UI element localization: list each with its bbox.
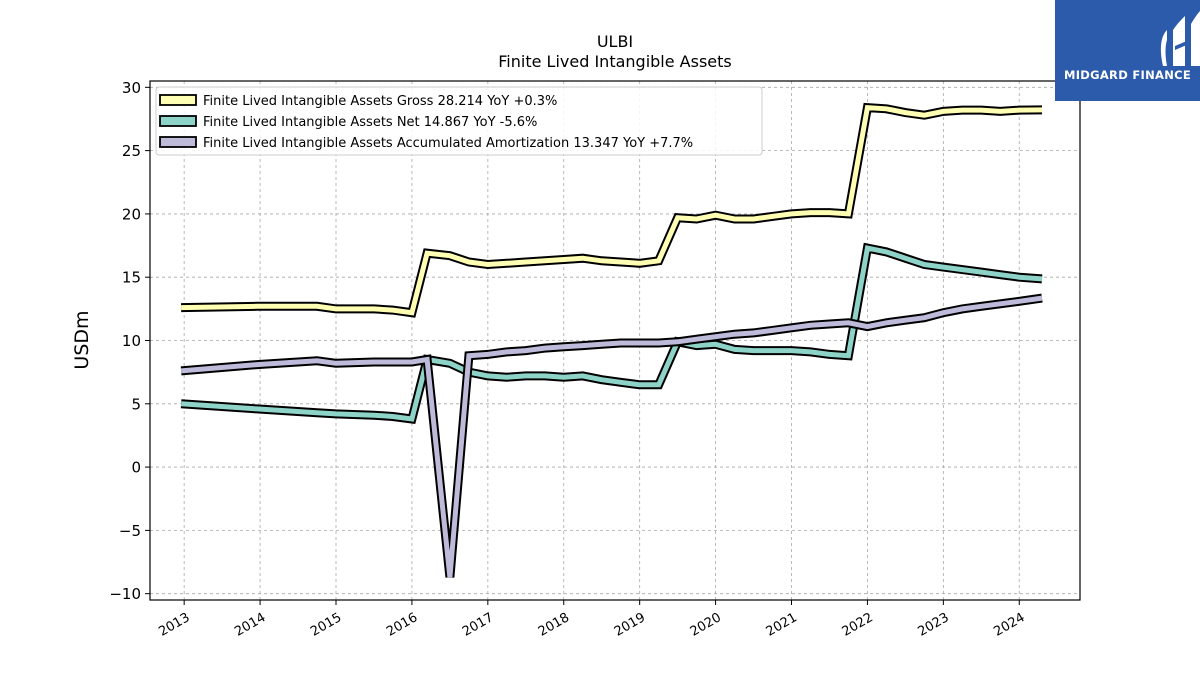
legend: Finite Lived Intangible Assets Gross 28.…	[155, 86, 763, 156]
y-tick-label: 15	[122, 269, 141, 287]
axis-ticks: −10 −5 0 5 10 15 20 25 30 2013 2014 2015 2016 2017 201…	[109, 79, 1027, 640]
legend-swatch	[159, 94, 197, 106]
y-tick-label: 30	[122, 79, 141, 97]
series-lines	[180, 102, 1043, 578]
midgard-logo-icon	[1160, 11, 1200, 66]
x-tick-label: 2015	[308, 610, 344, 640]
y-axis-label: USDm	[71, 310, 93, 369]
legend-label: Finite Lived Intangible Assets Accumulat…	[203, 136, 693, 151]
series-3-line	[180, 295, 1043, 578]
legend-box	[155, 86, 763, 156]
y-tick-label: −5	[119, 522, 141, 540]
x-tick-label: 2016	[384, 610, 420, 640]
x-tick-label: 2024	[991, 610, 1027, 640]
x-tick-label: 2013	[156, 610, 192, 640]
y-tick-label: 10	[122, 332, 141, 350]
y-tick-label: −10	[109, 585, 141, 603]
x-tick-label: 2017	[460, 610, 496, 640]
legend-swatch	[159, 136, 197, 148]
legend-swatch	[159, 115, 197, 127]
brand-name: MIDGARD FINANCE	[1063, 68, 1192, 82]
grid-lines	[150, 81, 1080, 600]
series-2-outline	[180, 242, 1043, 424]
brand-badge: MIDGARD FINANCE	[1055, 0, 1200, 101]
x-tick-label: 2021	[764, 610, 800, 640]
x-tick-label: 2020	[688, 610, 724, 640]
y-tick-label: 0	[131, 459, 141, 477]
y-tick-label: 20	[122, 205, 141, 223]
x-tick-label: 2022	[840, 610, 876, 640]
series-1-line	[181, 104, 1043, 316]
x-tick-label: 2023	[916, 610, 952, 640]
legend-label: Finite Lived Intangible Assets Net 14.86…	[203, 115, 537, 130]
chart-title: ULBI	[596, 32, 634, 51]
y-tick-label: 5	[131, 395, 141, 413]
chart-subtitle: Finite Lived Intangible Assets	[498, 52, 732, 71]
series-2-line	[180, 245, 1043, 422]
x-tick-label: 2019	[612, 610, 648, 640]
y-tick-label: 25	[122, 142, 141, 160]
series-3-outline	[180, 293, 1043, 578]
legend-label: Finite Lived Intangible Assets Gross 28.…	[203, 94, 557, 109]
x-tick-label: 2018	[536, 610, 572, 640]
x-tick-label: 2014	[232, 610, 268, 640]
